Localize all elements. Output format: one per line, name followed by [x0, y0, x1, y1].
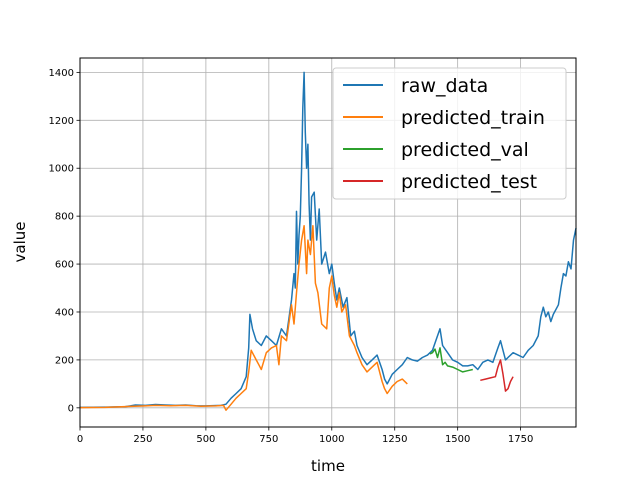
- series-line-predicted-test: [480, 359, 514, 392]
- series-line-predicted-train: [79, 224, 408, 411]
- x-tick-label: 1750: [508, 434, 533, 445]
- legend: raw_data predicted_train predicted_valpred…: [332, 67, 567, 200]
- plot-frame: [79, 57, 577, 428]
- legend-label: raw_data: [401, 75, 488, 97]
- x-tick-label: 250: [133, 434, 152, 445]
- legend-label: predicted_train: [401, 107, 545, 129]
- x-tick-label: 500: [196, 434, 215, 445]
- x-tick-label: 1500: [445, 434, 470, 445]
- series-line-raw-data: [79, 71, 577, 409]
- y-tick-label: 1200: [49, 116, 74, 127]
- y-tick-label: 200: [55, 355, 74, 366]
- legend-box: [332, 67, 567, 200]
- series-group: [79, 71, 577, 411]
- legend-label: predicted_test: [401, 171, 537, 193]
- y-tick-label: 1400: [49, 68, 74, 79]
- y-tick-label: 1000: [49, 164, 74, 175]
- y-axis-label: value: [11, 222, 29, 263]
- y-tick-label: 400: [55, 307, 74, 318]
- series-line-predicted-val: [429, 347, 473, 373]
- x-tick-label: 750: [259, 434, 278, 445]
- x-tick-label: 0: [77, 434, 83, 445]
- x-axis-label: time: [311, 457, 345, 475]
- y-tick-label: 0: [68, 403, 74, 414]
- legend-label: predicted_val: [401, 139, 529, 161]
- x-tick-label: 1000: [319, 434, 344, 445]
- x-tick-label: 1250: [382, 434, 407, 445]
- axis-ticks: 0 250 500 750 1000 1250 1500 1750 0 200 400 600 800 1…: [49, 68, 534, 445]
- y-tick-label: 600: [55, 260, 74, 271]
- y-tick-label: 800: [55, 212, 74, 223]
